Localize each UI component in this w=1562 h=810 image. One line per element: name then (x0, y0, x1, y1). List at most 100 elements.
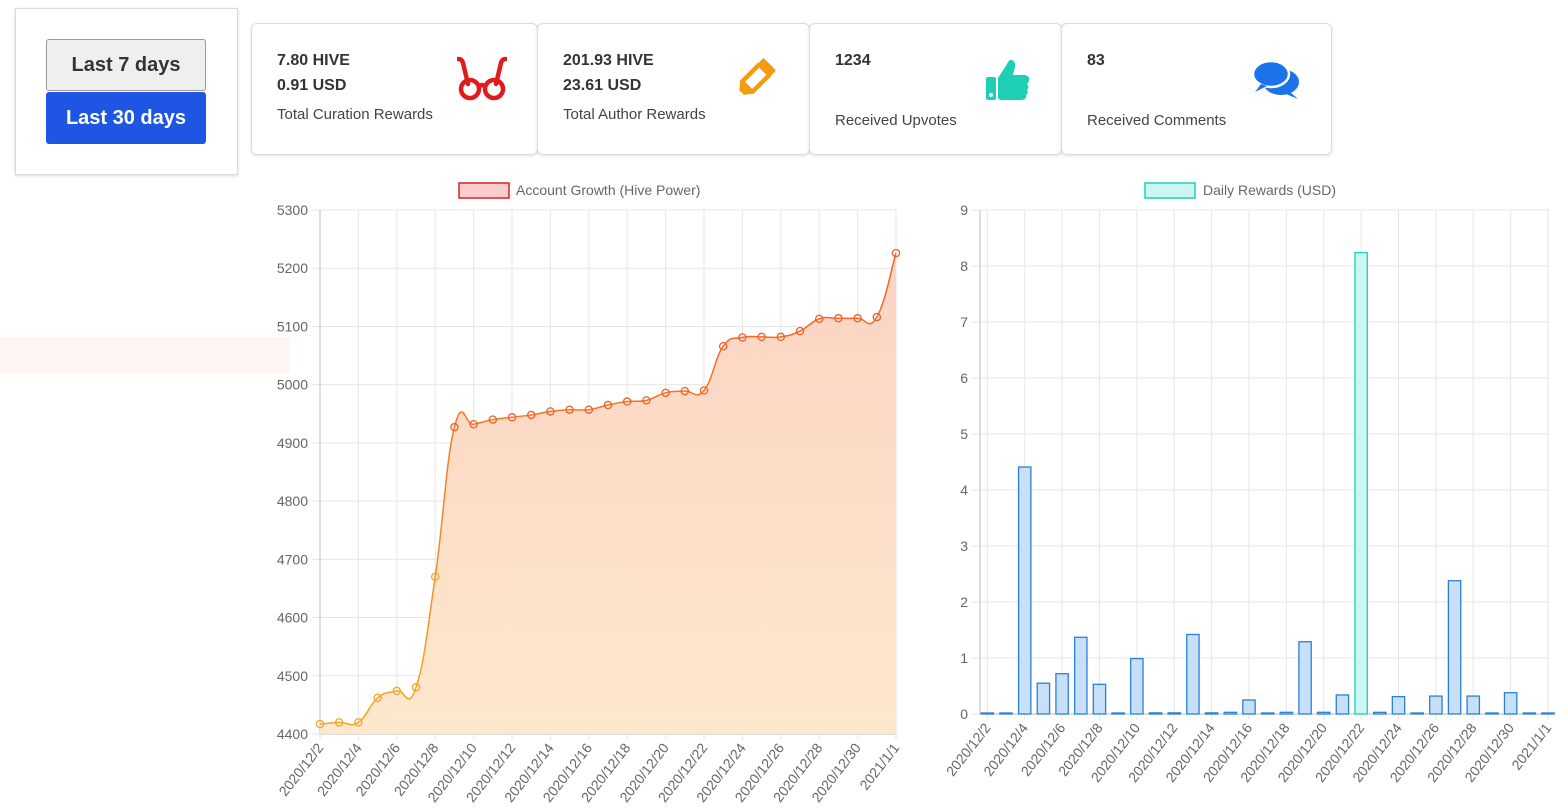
data-point[interactable] (373, 693, 382, 703)
data-point[interactable] (776, 332, 786, 342)
data-point[interactable] (699, 386, 709, 395)
bar[interactable] (1391, 695, 1406, 715)
bar[interactable] (1186, 633, 1200, 715)
legend-label-daily-rewards: Daily Rewards (USD) (1203, 182, 1336, 198)
legend-daily-rewards[interactable]: Daily Rewards (USD) (1144, 182, 1336, 199)
date-range-panel: Last 7 days Last 30 days (15, 8, 238, 175)
bar[interactable] (1485, 712, 1499, 715)
upvotes-caption: Received Upvotes (835, 112, 957, 129)
bar[interactable] (1242, 699, 1256, 715)
bar[interactable] (1055, 673, 1069, 715)
comments-caption: Received Comments (1087, 112, 1227, 129)
curation-usd-value: 0.91 USD (277, 77, 347, 94)
data-point[interactable] (411, 683, 421, 692)
curation-hive-value: 7.80 HIVE (277, 52, 350, 69)
data-point[interactable] (757, 332, 766, 342)
data-point[interactable] (488, 415, 498, 424)
bar[interactable] (1541, 712, 1555, 715)
series-line (319, 252, 897, 726)
data-point[interactable] (814, 314, 824, 324)
bar[interactable] (1204, 712, 1219, 715)
y-tick-label: 7 (960, 314, 968, 330)
bar[interactable] (1073, 636, 1088, 715)
author-usd-value: 23.61 USD (563, 77, 642, 94)
x-tick-label: 2021/1/1 (856, 740, 902, 793)
bar[interactable] (1167, 712, 1182, 715)
area-fill (320, 253, 896, 734)
data-point[interactable] (315, 719, 325, 729)
y-tick-label: 4700 (277, 551, 308, 567)
data-point[interactable] (642, 396, 651, 405)
data-point[interactable] (795, 326, 805, 336)
bar[interactable] (1017, 466, 1032, 715)
bar[interactable] (1466, 695, 1481, 715)
legend-swatch-daily-rewards (1144, 182, 1196, 199)
comments-count: 83 (1087, 52, 1105, 69)
bar[interactable] (1410, 712, 1424, 715)
curation-rewards-card: 7.80 HIVE 0.91 USD Total Curation Reward… (251, 23, 538, 155)
last-30-days-button[interactable]: Last 30 days (46, 92, 206, 144)
y-tick-label: 4800 (277, 493, 308, 509)
data-point[interactable] (507, 413, 517, 422)
bar[interactable] (1372, 711, 1387, 715)
bar[interactable] (1316, 711, 1331, 715)
author-caption: Total Author Rewards (563, 106, 706, 123)
curation-caption: Total Curation Rewards (277, 106, 433, 123)
bar[interactable] (1335, 694, 1350, 715)
data-point[interactable] (584, 405, 594, 414)
bar[interactable] (1447, 580, 1462, 715)
bar[interactable] (1503, 692, 1518, 715)
pencil-icon (738, 58, 776, 96)
bar[interactable] (999, 712, 1013, 715)
y-tick-label: 1 (960, 650, 968, 666)
data-point[interactable] (853, 314, 862, 323)
data-point[interactable] (680, 386, 690, 396)
bar[interactable] (1111, 712, 1125, 715)
data-point[interactable] (738, 333, 747, 342)
bar[interactable] (1298, 641, 1312, 715)
y-tick-label: 9 (960, 202, 968, 218)
data-point[interactable] (469, 420, 478, 429)
y-tick-label: 5200 (277, 260, 308, 276)
bar[interactable] (1429, 695, 1443, 715)
data-point[interactable] (334, 718, 344, 727)
data-point[interactable] (354, 718, 363, 727)
account-growth-chart: Account Growth (Hive Power) 4400 4500 4600… (275, 182, 902, 805)
data-point[interactable] (430, 572, 440, 582)
bar[interactable] (1260, 712, 1275, 715)
received-upvotes-card: 1234 Received Upvotes (809, 23, 1062, 155)
y-tick-label: 5 (960, 426, 968, 442)
bar[interactable] (1148, 712, 1163, 715)
data-point[interactable] (546, 407, 555, 416)
data-point[interactable] (526, 410, 536, 420)
y-tick-label: 4900 (277, 435, 308, 451)
y-tick-label: 4400 (277, 726, 308, 742)
data-point[interactable] (834, 314, 843, 323)
data-point[interactable] (661, 388, 670, 398)
bar[interactable] (1354, 251, 1368, 715)
y-tick-label: 4600 (277, 610, 308, 626)
glasses-icon (457, 56, 507, 101)
last-7-days-button[interactable]: Last 7 days (46, 39, 206, 91)
data-point[interactable] (891, 248, 901, 258)
data-point[interactable] (718, 341, 728, 351)
bar[interactable] (1223, 711, 1238, 715)
bar[interactable] (1036, 682, 1051, 715)
y-tick-label: 3 (960, 538, 968, 554)
y-tick-label: 6 (960, 370, 968, 386)
x-tick-label: 2021/1/1 (1508, 720, 1554, 773)
data-point[interactable] (392, 686, 402, 696)
data-point[interactable] (622, 397, 632, 406)
data-point[interactable] (872, 312, 882, 322)
bar[interactable] (1092, 683, 1107, 715)
data-point[interactable] (450, 422, 459, 432)
bar[interactable] (1522, 712, 1537, 715)
y-tick-label: 8 (960, 258, 968, 274)
bar[interactable] (980, 712, 995, 715)
bar[interactable] (1130, 657, 1144, 715)
bar[interactable] (1279, 711, 1294, 715)
received-comments-card: 83 Received Comments (1061, 23, 1332, 155)
data-point[interactable] (565, 405, 574, 414)
legend-account-growth[interactable]: Account Growth (Hive Power) (458, 182, 700, 199)
data-point[interactable] (603, 400, 613, 410)
